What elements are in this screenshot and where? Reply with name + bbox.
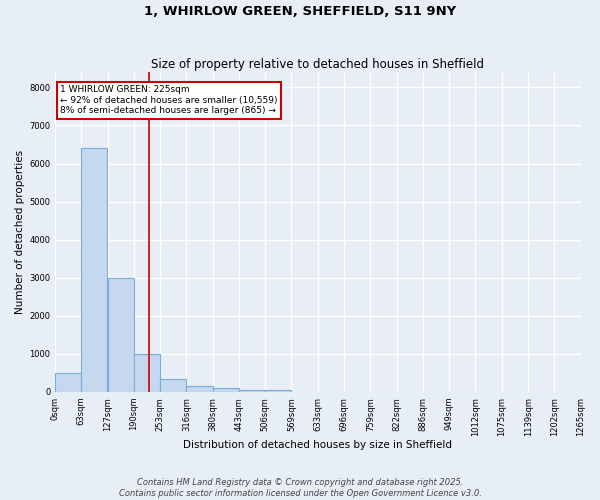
Title: Size of property relative to detached houses in Sheffield: Size of property relative to detached ho…	[151, 58, 484, 71]
Bar	[187, 386, 212, 392]
Bar	[108, 278, 134, 392]
Bar	[134, 354, 160, 392]
Text: 1, WHIRLOW GREEN, SHEFFIELD, S11 9NY: 1, WHIRLOW GREEN, SHEFFIELD, S11 9NY	[144, 5, 456, 18]
Bar	[82, 148, 107, 392]
Bar	[265, 390, 292, 392]
Text: Contains HM Land Registry data © Crown copyright and database right 2025.
Contai: Contains HM Land Registry data © Crown c…	[119, 478, 481, 498]
X-axis label: Distribution of detached houses by size in Sheffield: Distribution of detached houses by size …	[184, 440, 452, 450]
Bar	[213, 388, 239, 392]
Y-axis label: Number of detached properties: Number of detached properties	[15, 150, 25, 314]
Bar	[55, 373, 82, 392]
Text: 1 WHIRLOW GREEN: 225sqm
← 92% of detached houses are smaller (10,559)
8% of semi: 1 WHIRLOW GREEN: 225sqm ← 92% of detache…	[60, 86, 278, 116]
Bar	[239, 390, 265, 392]
Bar	[160, 378, 187, 392]
